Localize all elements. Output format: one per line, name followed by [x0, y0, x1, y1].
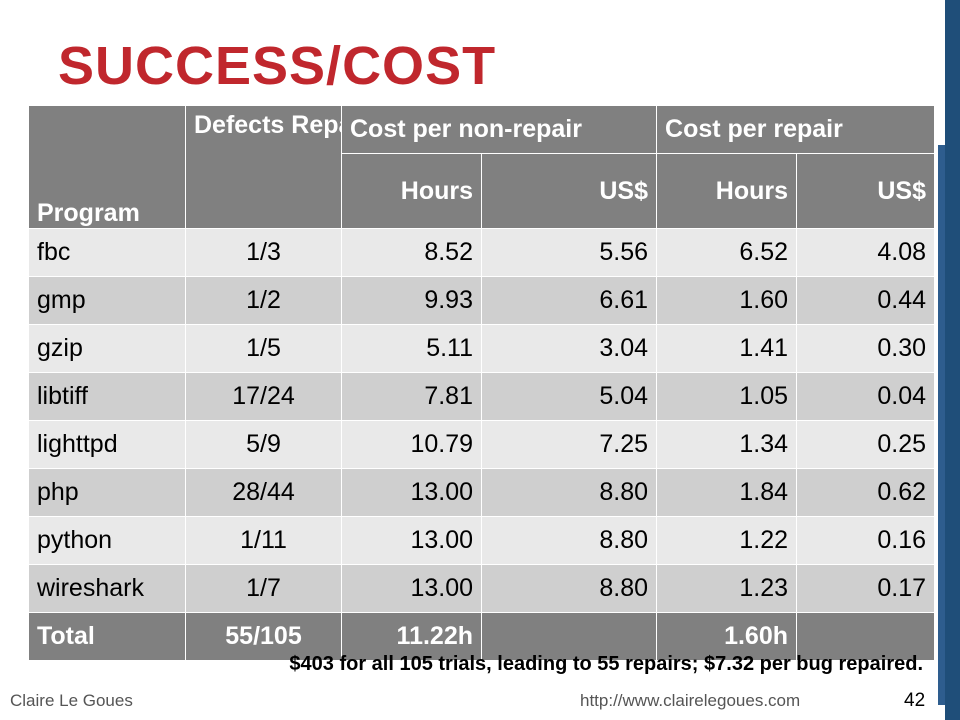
cell-repair-usd: 0.04 — [796, 372, 936, 421]
cell-nonrepair-usd: 8.80 — [480, 516, 658, 565]
cell-program: fbc — [28, 228, 186, 277]
total-repair-usd — [796, 612, 936, 661]
table-row: lighttpd 5/9 10.79 7.25 1.34 0.25 — [28, 420, 936, 469]
footer-author: Claire Le Goues — [10, 691, 133, 710]
cell-nonrepair-hours: 10.79 — [341, 420, 482, 469]
total-label: Total — [28, 612, 186, 661]
cell-nonrepair-hours: 13.00 — [341, 516, 482, 565]
cell-repair-hours: 1.41 — [656, 324, 798, 373]
cell-nonrepair-hours: 8.52 — [341, 228, 482, 277]
cell-nonrepair-hours: 5.11 — [341, 324, 482, 373]
cell-nonrepair-usd: 6.61 — [480, 276, 658, 325]
cell-program: lighttpd — [28, 420, 186, 469]
cell-repair-hours: 6.52 — [656, 228, 798, 277]
cell-defects: 5/9 — [185, 420, 342, 469]
header-cost-nonrepair: Cost per non-repair — [340, 105, 658, 154]
cell-repair-hours: 1.22 — [656, 516, 798, 565]
table-row: fbc 1/3 8.52 5.56 6.52 4.08 — [28, 228, 936, 277]
footer-url: http://www.clairelegoues.com — [580, 691, 801, 710]
cell-defects: 1/7 — [185, 564, 342, 613]
total-repair-hours: 1.60h — [656, 612, 798, 661]
cell-nonrepair-usd: 5.04 — [480, 372, 658, 421]
cell-program: wireshark — [28, 564, 186, 613]
cell-nonrepair-usd: 5.56 — [480, 228, 658, 277]
cell-nonrepair-usd: 3.04 — [480, 324, 658, 373]
cell-repair-usd: 0.30 — [796, 324, 936, 373]
cell-program: gzip — [28, 324, 186, 373]
cell-defects: 28/44 — [185, 468, 342, 517]
page-number: 42 — [904, 690, 926, 711]
cell-repair-hours: 1.05 — [656, 372, 798, 421]
table-row: gzip 1/5 5.11 3.04 1.41 0.30 — [28, 324, 936, 373]
table-row: python 1/11 13.00 8.80 1.22 0.16 — [28, 516, 936, 565]
cell-defects: 1/11 — [185, 516, 342, 565]
cell-nonrepair-hours: 13.00 — [341, 564, 482, 613]
total-nonrepair-usd — [480, 612, 658, 661]
header-nonrepair-usd: US$ — [480, 153, 658, 229]
table-row: wireshark 1/7 13.00 8.80 1.23 0.17 — [28, 564, 936, 613]
header-program: Program — [28, 105, 186, 229]
header-repair-usd: US$ — [796, 153, 936, 229]
cell-defects: 1/5 — [185, 324, 342, 373]
right-edge-accent — [938, 145, 945, 705]
cell-repair-usd: 0.16 — [796, 516, 936, 565]
cell-program: libtiff — [28, 372, 186, 421]
table-row: gmp 1/2 9.93 6.61 1.60 0.44 — [28, 276, 936, 325]
cell-nonrepair-usd: 8.80 — [480, 468, 658, 517]
cell-repair-hours: 1.60 — [656, 276, 798, 325]
cell-nonrepair-usd: 7.25 — [480, 420, 658, 469]
total-defects: 55/105 — [185, 612, 342, 661]
total-row: Total 55/105 11.22h 1.60h — [28, 612, 936, 661]
cell-repair-usd: 0.44 — [796, 276, 936, 325]
cell-nonrepair-hours: 7.81 — [341, 372, 482, 421]
table-row: php 28/44 13.00 8.80 1.84 0.62 — [28, 468, 936, 517]
cell-repair-hours: 1.34 — [656, 420, 798, 469]
cell-program: gmp — [28, 276, 186, 325]
cost-summary-note: $403 for all 105 trials, leading to 55 r… — [289, 653, 923, 675]
cell-defects: 1/2 — [185, 276, 342, 325]
cell-nonrepair-hours: 13.00 — [341, 468, 482, 517]
cell-defects: 1/3 — [185, 228, 342, 277]
cell-defects: 17/24 — [185, 372, 342, 421]
header-cost-repair: Cost per repair — [656, 105, 936, 154]
cell-repair-usd: 0.62 — [796, 468, 936, 517]
cell-program: php — [28, 468, 186, 517]
results-table: Program Defects Repaire d Cost per non-r… — [28, 105, 936, 661]
cell-repair-usd: 4.08 — [796, 228, 936, 277]
header-repair-hours: Hours — [656, 153, 798, 229]
header-row-top: Program Defects Repaire d Cost per non-r… — [28, 105, 936, 229]
cell-repair-hours: 1.23 — [656, 564, 798, 613]
cell-repair-usd: 0.25 — [796, 420, 936, 469]
cell-repair-hours: 1.84 — [656, 468, 798, 517]
slide-title: SUCCESS/COST — [58, 36, 497, 96]
table-row: libtiff 17/24 7.81 5.04 1.05 0.04 — [28, 372, 936, 421]
header-row-sub: Hours US$ Hours US$ — [29, 153, 936, 229]
cell-program: python — [28, 516, 186, 565]
total-nonrepair-hours: 11.22h — [341, 612, 482, 661]
cell-repair-usd: 0.17 — [796, 564, 936, 613]
cell-nonrepair-hours: 9.93 — [341, 276, 482, 325]
header-defects-repaired: Defects Repaire d — [185, 105, 342, 229]
cell-nonrepair-usd: 8.80 — [480, 564, 658, 613]
header-nonrepair-hours: Hours — [341, 153, 482, 229]
right-edge-bar — [945, 0, 960, 720]
